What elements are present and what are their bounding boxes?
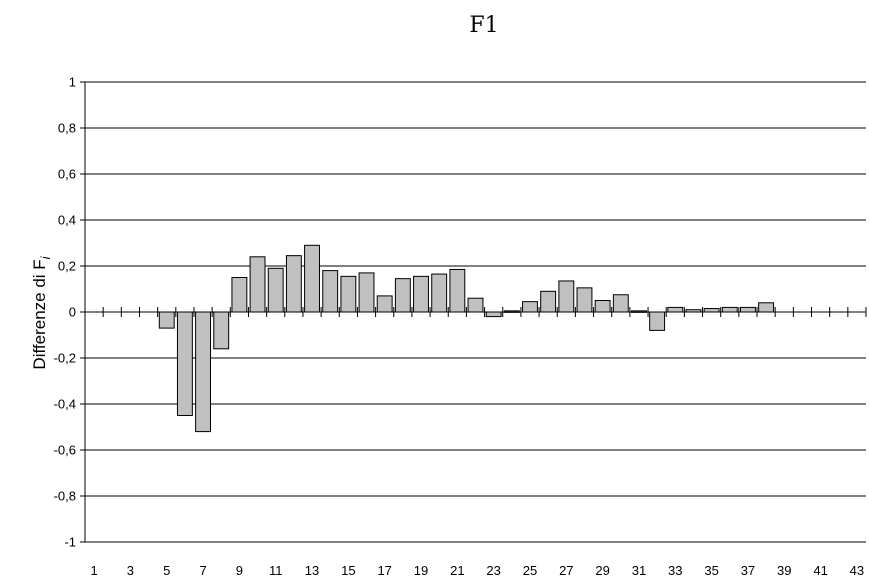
x-tick-label: 3 (127, 563, 134, 578)
x-tick-label: 23 (486, 563, 500, 578)
bar (721, 306, 738, 313)
bar (285, 255, 302, 313)
bar (195, 311, 212, 433)
bar (394, 278, 411, 313)
bar (649, 311, 666, 331)
bar (322, 270, 339, 313)
y-axis-label-main: Differenze di F (30, 259, 49, 369)
bar (176, 311, 193, 416)
x-tick-label: 11 (269, 563, 283, 578)
bar (340, 275, 357, 313)
x-tick-label: 13 (305, 563, 319, 578)
x-tick-label: 37 (741, 563, 755, 578)
bar (576, 287, 593, 313)
x-tick-label: 15 (341, 563, 355, 578)
y-tick-label: -0,8 (54, 489, 76, 504)
x-tick-label: 1 (90, 563, 97, 578)
bar (522, 301, 538, 313)
y-tick-label: -0,2 (54, 351, 76, 366)
bar (758, 302, 775, 313)
bar (485, 311, 502, 318)
y-tick-label: -0,6 (54, 443, 76, 458)
bar (431, 273, 448, 313)
y-axis-label: Differenze di Fi (30, 255, 53, 369)
bar (213, 311, 230, 350)
x-tick-label: 43 (850, 563, 864, 578)
x-tick-label: 25 (523, 563, 537, 578)
x-tick-label: 7 (199, 563, 206, 578)
x-tick-label: 35 (704, 563, 718, 578)
gridlines (80, 81, 866, 543)
x-tick-label: 5 (163, 563, 170, 578)
bar (249, 256, 266, 313)
x-tick-label: 41 (813, 563, 827, 578)
x-tick-label: 19 (414, 563, 428, 578)
bar (667, 306, 684, 313)
x-tick-label: 21 (450, 563, 464, 578)
x-tick-label: 33 (668, 563, 682, 578)
bar (376, 295, 393, 313)
x-tick-label: 9 (236, 563, 243, 578)
bar (449, 268, 466, 313)
y-tick-label: 0 (69, 305, 76, 320)
y-tick-label: 0,2 (58, 259, 76, 274)
y-tick-labels: 1 0,8 0,6 0,4 0,2 0 -0,2 -0,4 -0,6 -0,8 -1 (54, 75, 76, 550)
y-axis-label-subscript: i (38, 255, 53, 259)
bar (740, 306, 756, 313)
bar (267, 267, 284, 313)
x-tick-label: 31 (632, 563, 646, 578)
bar (231, 277, 248, 313)
bar (703, 308, 720, 313)
bar (594, 300, 611, 313)
bar (413, 275, 429, 313)
x-tick-label: 29 (595, 563, 609, 578)
bar (304, 244, 320, 313)
bar (612, 294, 629, 313)
bar (467, 297, 484, 313)
bar (158, 311, 175, 329)
bar (558, 280, 575, 313)
x-tick-label: 39 (777, 563, 791, 578)
x-tick-labels: 1 3 5 7 9 11 13 15 17 19 21 23 25 27 29 31 33 35 37 39 41 43 (90, 563, 864, 578)
y-tick-label: 0,4 (58, 213, 76, 228)
x-tick-label: 17 (377, 563, 391, 578)
y-tick-label: 1 (69, 75, 76, 90)
axes (84, 82, 867, 542)
y-tick-label: -0,4 (54, 397, 76, 412)
y-tick-label: 0,8 (58, 121, 76, 136)
bar (540, 290, 557, 313)
y-tick-label: -1 (64, 535, 76, 550)
y-tick-label: 0,6 (58, 167, 76, 182)
chart-title: F1 (469, 13, 498, 38)
bar (358, 272, 375, 313)
x-tick-label: 27 (559, 563, 573, 578)
